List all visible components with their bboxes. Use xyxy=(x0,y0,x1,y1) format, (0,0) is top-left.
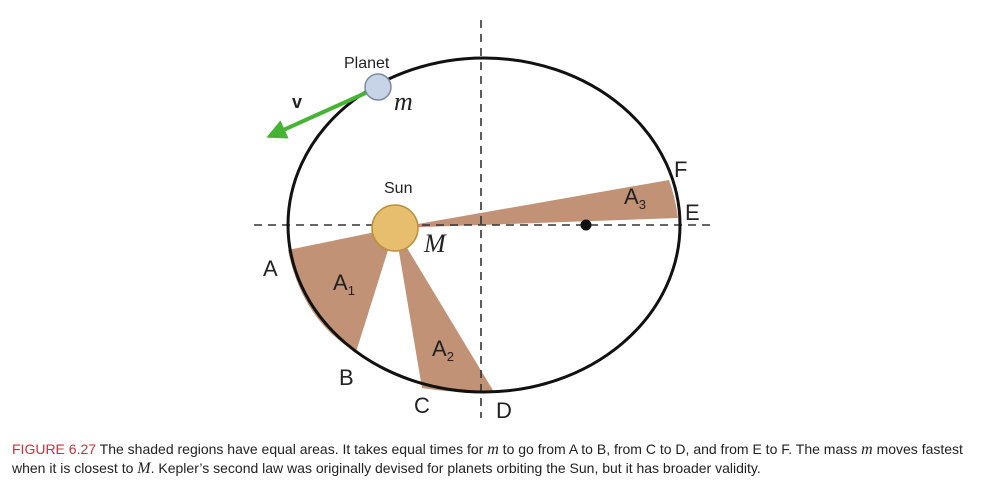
point-e-label: E xyxy=(685,200,700,225)
sun-mass-label: M xyxy=(423,229,447,258)
caption-text-3: moves fastest when it is closest to xyxy=(12,441,963,476)
caption-text-1: The shaded regions have equal areas. It … xyxy=(96,441,488,457)
area-a1-label: A1 xyxy=(333,270,355,298)
figure-number: FIGURE 6.27 xyxy=(12,441,97,457)
caption-text-2: to go from A to B, from C to D, and from… xyxy=(498,441,862,457)
caption-mass-m-1: m xyxy=(487,441,499,458)
caption-mass-m-2: m xyxy=(861,441,873,458)
point-b-label: B xyxy=(339,365,354,390)
area-a3-label: A3 xyxy=(624,184,646,212)
area-region-a3 xyxy=(395,180,678,228)
figure-caption: FIGURE 6.27 The shaded regions have equa… xyxy=(12,440,972,478)
caption-text-4: . Kepler’s second law was originally dev… xyxy=(150,460,761,476)
point-d-label: D xyxy=(496,398,512,423)
planet-label: Planet xyxy=(344,55,390,72)
empty-focus-dot xyxy=(580,219,592,231)
sun-label: Sun xyxy=(384,180,412,197)
point-f-label: F xyxy=(674,157,687,182)
planet-circle xyxy=(364,73,392,101)
area-region-a1 xyxy=(288,228,395,352)
area-a2-label: A2 xyxy=(432,336,454,364)
point-a-label: A xyxy=(263,256,278,281)
caption-mass-big-m: M xyxy=(137,460,151,477)
planet-mass-label: m xyxy=(394,87,413,116)
kepler-second-law-diagram: Planet Sun v m M A B C D E F A1 A2 A3 xyxy=(254,20,712,423)
velocity-arrow xyxy=(266,89,371,139)
elliptical-orbit xyxy=(286,56,682,394)
sun-circle xyxy=(371,204,419,252)
point-c-label: C xyxy=(414,393,430,418)
area-region-a2 xyxy=(395,228,494,393)
velocity-label: v xyxy=(292,92,302,112)
